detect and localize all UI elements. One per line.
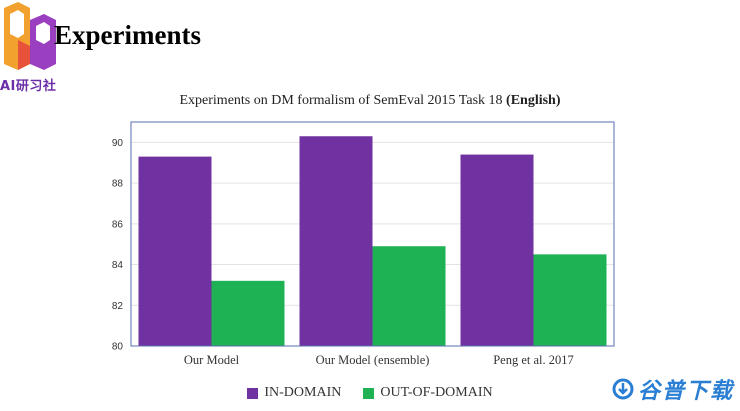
legend-label-out-of-domain: OUT-OF-DOMAIN	[380, 385, 493, 400]
chart-title: Experiments on DM formalism of SemEval 2…	[0, 93, 740, 109]
bar-in-domain-0	[138, 156, 212, 346]
slide-title: Experiments	[54, 20, 201, 50]
watermark-logo-icon	[612, 378, 634, 400]
x-tick-label: Peng et al. 2017	[493, 353, 574, 367]
watermark-text: 谷普下载	[637, 379, 734, 404]
bar-out-of-domain-0	[211, 280, 285, 346]
bar-in-domain-1	[299, 136, 373, 346]
plot-border	[130, 121, 615, 347]
legend-item-in-domain: IN-DOMAIN	[247, 385, 341, 401]
y-tick-label: 88	[112, 179, 124, 190]
bar-out-of-domain-2	[533, 254, 607, 346]
bar-in-domain-2	[460, 154, 534, 346]
logo-text: AI研习社	[0, 79, 57, 94]
y-tick-label: 84	[112, 260, 124, 271]
x-tick-label: Our Model	[184, 353, 240, 367]
y-tick-label: 90	[112, 138, 124, 149]
chart-title-bold: (English)	[506, 93, 561, 108]
legend-label-in-domain: IN-DOMAIN	[264, 385, 342, 400]
y-tick-label: 86	[112, 219, 124, 230]
legend-swatch-in-domain	[247, 387, 259, 399]
legend-swatch-out-of-domain	[363, 387, 375, 399]
bar-out-of-domain-1	[372, 246, 446, 346]
y-tick-label: 82	[112, 301, 124, 312]
logo	[4, 2, 56, 70]
x-tick-label: Our Model (ensemble)	[316, 353, 430, 367]
legend-item-out-of-domain: OUT-OF-DOMAIN	[363, 385, 493, 401]
chart-title-main: Experiments on DM formalism of SemEval 2…	[179, 93, 503, 108]
watermark: 谷普下载	[612, 373, 734, 405]
y-tick-label: 80	[112, 342, 124, 353]
chart-legend: IN-DOMAIN OUT-OF-DOMAIN	[0, 385, 740, 401]
